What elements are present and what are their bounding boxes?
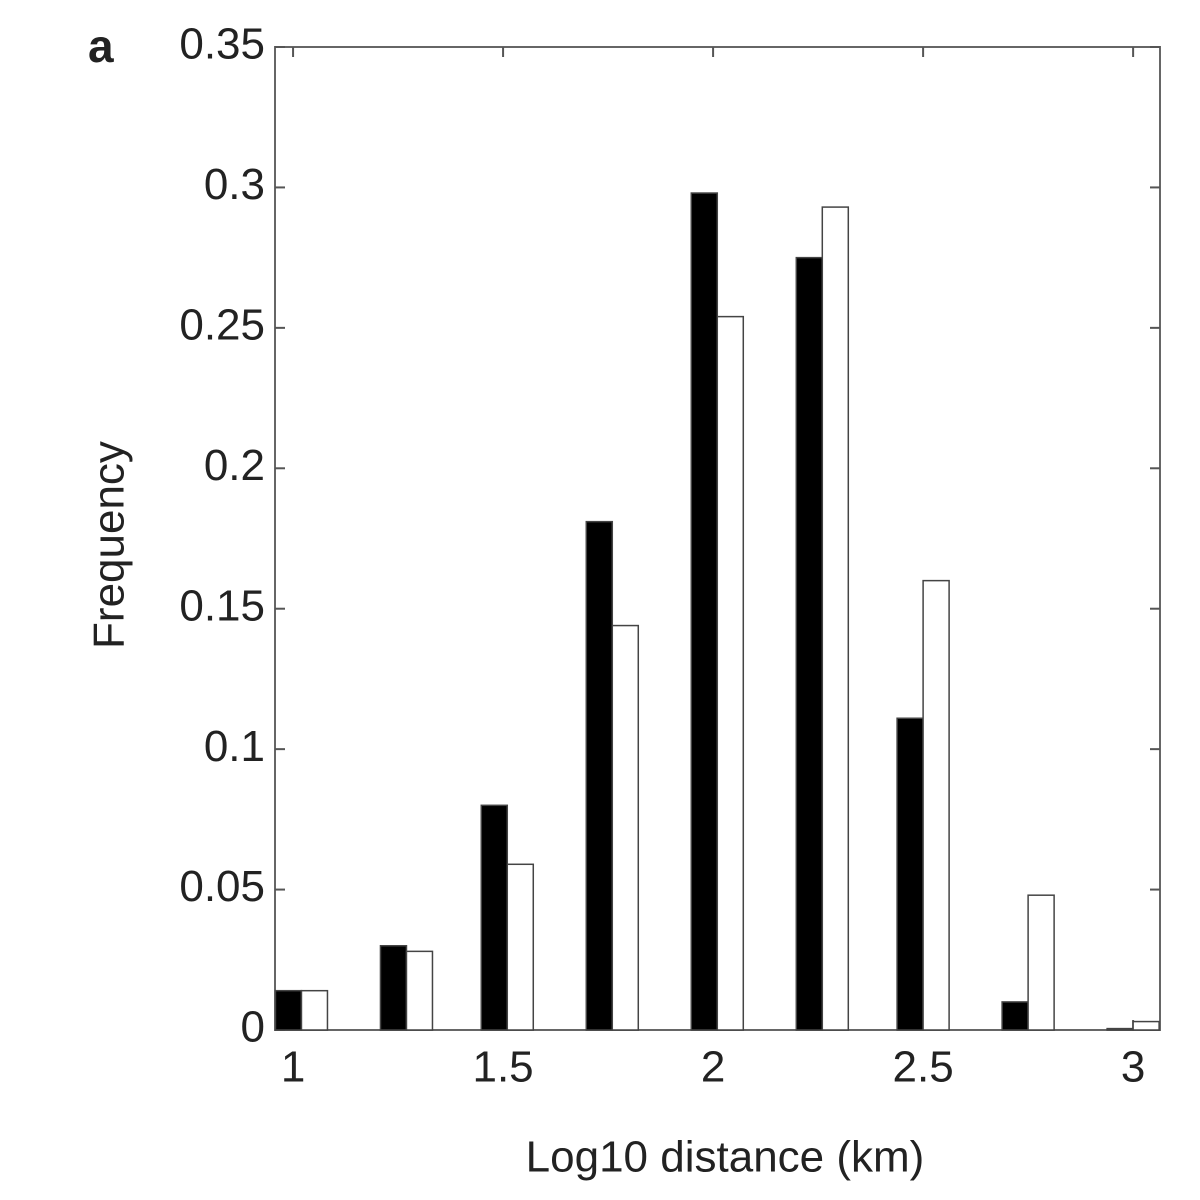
y-axis-label: Frequency <box>85 441 134 649</box>
bar <box>405 950 434 1031</box>
bar <box>480 804 509 1031</box>
bar <box>1106 1027 1134 1031</box>
bar <box>690 192 719 1031</box>
y-tick-label: 0 <box>241 1003 265 1052</box>
bar <box>274 989 303 1031</box>
x-tick-label: 2 <box>701 1043 725 1092</box>
y-tick-label: 0.2 <box>204 441 265 490</box>
bar <box>922 579 950 1031</box>
bar <box>611 624 640 1031</box>
bar <box>896 717 924 1031</box>
x-axis-label: Log10 distance (km) <box>526 1133 925 1182</box>
y-tick-label: 0.3 <box>204 160 265 209</box>
y-tick-label: 0.35 <box>179 20 265 69</box>
x-tick-label: 2.5 <box>893 1043 954 1092</box>
y-tick-label: 0.1 <box>204 722 265 771</box>
y-tick-label: 0.25 <box>179 300 265 349</box>
bar <box>1001 1001 1029 1031</box>
bar <box>585 520 614 1031</box>
x-tick-label: 3 <box>1121 1043 1145 1092</box>
bar <box>300 989 329 1031</box>
bar <box>1027 894 1055 1031</box>
y-tick-label: 0.05 <box>179 862 265 911</box>
x-tick-label: 1.5 <box>472 1043 533 1092</box>
bar <box>716 315 745 1031</box>
bar <box>379 944 408 1031</box>
bar <box>506 863 535 1031</box>
bar <box>795 256 824 1031</box>
x-tick-label: 1 <box>281 1043 305 1092</box>
bar <box>821 206 850 1031</box>
bar <box>1132 1020 1160 1031</box>
y-tick-label: 0.15 <box>179 581 265 630</box>
panel-label: a <box>88 20 114 72</box>
